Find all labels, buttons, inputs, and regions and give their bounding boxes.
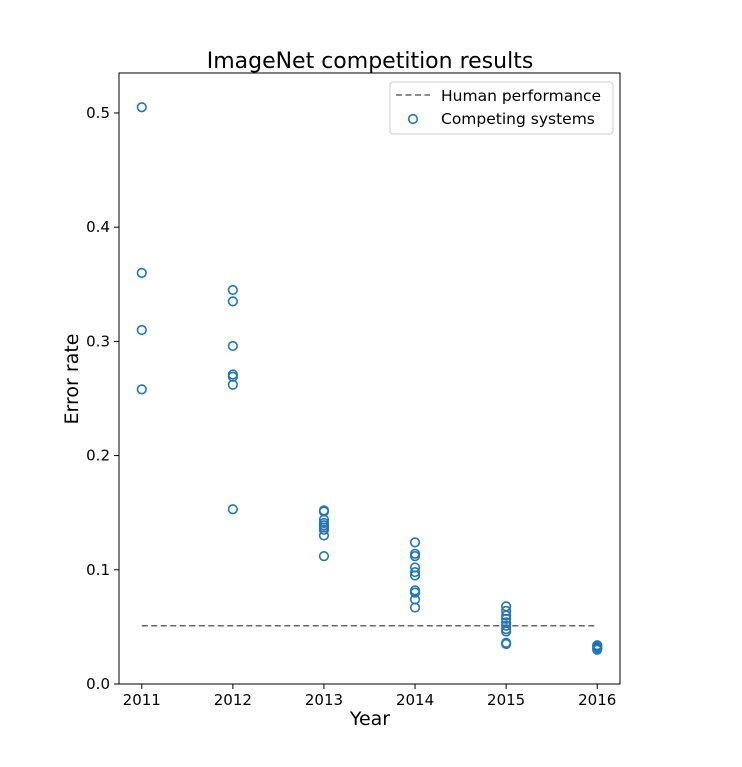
- y-tick-label: 0.4: [86, 218, 110, 236]
- x-tick-label: 2013: [305, 691, 343, 709]
- competing-system-point: [409, 602, 421, 613]
- legend-box: [389, 81, 614, 135]
- x-tick-label: 2015: [487, 691, 525, 709]
- competing-system-point: [136, 384, 147, 395]
- y-tick-label: 0.2: [86, 447, 110, 465]
- x-axis-label: Year: [349, 708, 390, 730]
- x-axis-ticks: 2011 2012 2013 2014 2015 2016: [123, 684, 616, 709]
- competing-system-point: [409, 566, 421, 578]
- competing-system-point: [409, 587, 421, 598]
- x-tick-label: 2016: [578, 691, 616, 709]
- competing-system-point: [318, 550, 330, 562]
- y-axis-ticks: 0.0 0.1 0.2 0.3 0.4 0.5: [86, 104, 119, 693]
- legend-human-performance-label: Human performance: [441, 87, 601, 105]
- competing-system-point: [501, 610, 512, 621]
- competing-system-point: [592, 644, 603, 655]
- plot-frame: [118, 72, 621, 685]
- series-layer: [136, 102, 603, 655]
- plot-area: 2011 2012 2013 2014 2015 2016 0.0 0.1 0.2 0.3 0.4…: [86, 72, 621, 709]
- competing-system-point: [227, 284, 238, 296]
- competing-system-point: [227, 504, 238, 515]
- competing-system-point: [501, 613, 512, 625]
- competing-system-point: [501, 626, 512, 637]
- competing-system-point: [227, 379, 238, 390]
- competing-system-point: [136, 102, 147, 113]
- competing-system-point: [227, 340, 238, 352]
- competing-system-point: [409, 550, 421, 562]
- legend: Human performance Competing systems: [389, 81, 614, 135]
- competing-system-point: [409, 570, 421, 581]
- y-tick-label: 0.3: [86, 332, 110, 350]
- y-tick-label: 0.0: [86, 675, 110, 693]
- legend-competing-systems-swatch: [407, 113, 419, 125]
- competing-system-point: [136, 324, 147, 336]
- legend-competing-systems-label: Competing systems: [441, 110, 595, 128]
- competing-system-point: [501, 620, 512, 631]
- competing-system-point: [409, 537, 421, 548]
- competing-system-point: [318, 530, 330, 541]
- y-tick-label: 0.5: [86, 104, 110, 122]
- y-tick-label: 0.1: [86, 561, 110, 579]
- competing-system-point: [227, 296, 238, 307]
- competing-system-point: [136, 267, 147, 278]
- x-tick-label: 2011: [123, 691, 161, 709]
- competing-system-point: [318, 524, 330, 535]
- chart-title: ImageNet competition results: [207, 49, 534, 74]
- competing-system-point: [501, 638, 512, 650]
- x-tick-label: 2012: [214, 691, 252, 709]
- y-axis-label: Error rate: [61, 334, 83, 425]
- x-tick-label: 2014: [396, 691, 434, 709]
